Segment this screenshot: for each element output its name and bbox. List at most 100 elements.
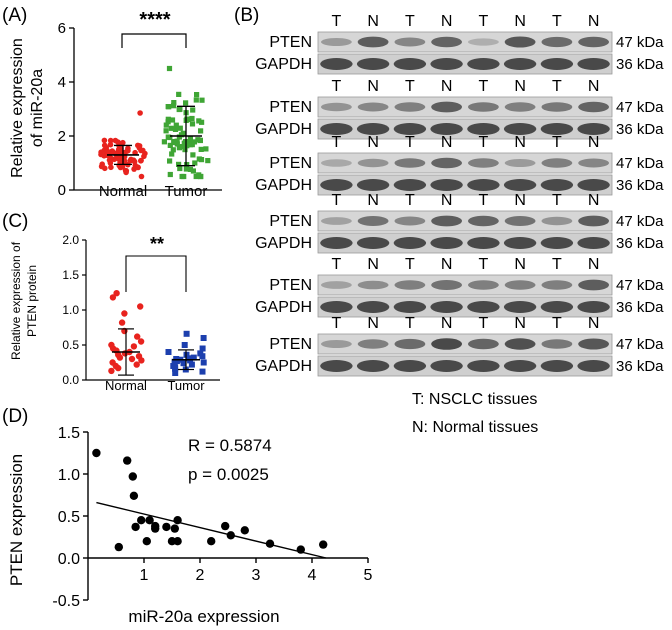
blot-lane-label: N [367, 315, 379, 332]
blot-band-gapdh [467, 123, 500, 135]
blot-lane-label: N [588, 13, 600, 30]
chart-c-point-tumor [199, 353, 206, 360]
blot-pten-strip [317, 333, 613, 355]
chart-a-point-tumor [165, 134, 171, 140]
chart-a-point-tumor [187, 136, 193, 142]
chart-a-ytick-label-2: 4 [58, 74, 66, 91]
blot-lane-label: T [405, 192, 415, 209]
blot-lane-label: N [514, 256, 526, 273]
chart-c-ylabel-line2: PTEN protein [25, 265, 39, 337]
blot-size-36: 36 kDa [616, 358, 664, 375]
blot-band-pten [321, 281, 352, 289]
blot-band-gapdh [577, 123, 610, 135]
blot-band-pten [431, 157, 462, 169]
chart-a-point-tumor [171, 103, 177, 109]
chart-a-point-tumor [180, 130, 186, 136]
chart-c-point-normal [137, 303, 144, 310]
blot-band-pten [578, 279, 609, 291]
chart-d-point [296, 545, 305, 554]
chart-a-point-tumor [165, 116, 171, 122]
chart-c-point-normal [109, 294, 117, 301]
blot-gapdh-strip [317, 174, 613, 196]
chart-c-point-tumor [183, 330, 190, 337]
chart-a-point-tumor [187, 166, 193, 172]
blot-band-gapdh [320, 179, 353, 191]
blot-band-pten [431, 280, 462, 290]
chart-d-point [170, 524, 179, 533]
blot-band-gapdh [540, 123, 574, 135]
blot-band-pten [504, 280, 536, 290]
chart-c-ytick-label-0: 0.0 [62, 373, 79, 387]
chart-a-point-tumor [184, 162, 190, 168]
chart-a-point-normal [137, 110, 143, 116]
blot-lane-label: T [405, 134, 415, 151]
blot-band-gapdh [577, 237, 610, 249]
blot-band-gapdh [540, 237, 574, 249]
blot-band-gapdh [503, 301, 537, 313]
chart-d-point [226, 531, 235, 540]
blot-band-gapdh [320, 360, 353, 372]
blot-band-pten [468, 215, 499, 227]
chart-d-xtick-label-3: 4 [308, 567, 317, 584]
chart-a-point-tumor [168, 125, 174, 131]
blot-band-pten [394, 158, 426, 168]
blot-row-label-pten: PTEN [269, 336, 312, 353]
blot-lane-label: N [441, 315, 453, 332]
chart-a-point-tumor [177, 165, 183, 172]
chart-c-point-normal [128, 355, 136, 363]
chart-a-point-tumor [177, 125, 183, 131]
chart-a-point-tumor [167, 142, 173, 148]
chart-d-point [137, 516, 146, 525]
blot-gapdh-strip [317, 53, 613, 75]
chart-d-point [173, 537, 182, 546]
chart-a-point-normal [101, 142, 108, 149]
blot-band-gapdh [320, 58, 353, 70]
western-blot: T N T N T N T N PTEN GAPDH 47 kDa 36 kDa T N T N T N T N PTE… [255, 13, 664, 377]
blot-band-pten [321, 102, 352, 112]
chart-d-xlabel: miR-20a expression [128, 607, 279, 626]
blot-band-pten [394, 37, 426, 47]
chart-c-point-tumor [172, 370, 179, 376]
blot-lane-label: N [514, 78, 526, 95]
blot-lane-label: N [588, 315, 600, 332]
blot-size-47: 47 kDa [616, 34, 664, 51]
chart-a-point-tumor [163, 122, 169, 128]
chart-a-point-tumor [189, 115, 195, 122]
blot-row-label-pten: PTEN [269, 213, 312, 230]
chart-a-point-tumor [179, 173, 185, 180]
blot-band-pten [468, 38, 499, 46]
chart-a-point-tumor [199, 119, 205, 125]
blot-band-pten [394, 102, 426, 112]
blot-band-gapdh [393, 179, 427, 191]
chart-a-point-tumor [194, 92, 200, 98]
blot-lane-label: T [405, 78, 415, 95]
blot-band-gapdh [356, 58, 390, 70]
blot-band-pten [504, 338, 536, 350]
chart-d-point [151, 521, 160, 531]
blot-band-gapdh [540, 360, 574, 372]
blot-row-label-pten: PTEN [269, 277, 312, 294]
chart-a-significance: **** [139, 9, 170, 31]
chart-a-point-normal [140, 147, 146, 154]
blot-lane-label: T [552, 256, 562, 273]
chart-a-point-normal [107, 141, 114, 148]
blot-band-pten [321, 217, 352, 225]
panel-label-d: (D) [2, 406, 28, 427]
chart-d-xtick-label-1: 2 [196, 567, 205, 584]
blot-band-gapdh [393, 360, 427, 372]
blot-band-gapdh [503, 237, 537, 249]
chart-a-point-tumor [203, 146, 209, 152]
blot-band-pten [357, 36, 389, 48]
blot-band-gapdh [577, 58, 610, 70]
blot-band-pten [431, 36, 462, 48]
blot-lane-label: T [332, 315, 342, 332]
chart-c-point-normal [134, 333, 141, 340]
blot-band-pten [357, 158, 389, 168]
chart-a-point-normal [135, 164, 141, 170]
blot-band-pten [578, 36, 609, 48]
blot-band-pten [541, 216, 573, 226]
chart-c-point-tumor [199, 368, 206, 375]
blot-legend-n: N: Normal tissues [412, 419, 538, 436]
chart-d-xtick-label-2: 3 [252, 567, 261, 584]
chart-a-point-normal [115, 139, 121, 145]
